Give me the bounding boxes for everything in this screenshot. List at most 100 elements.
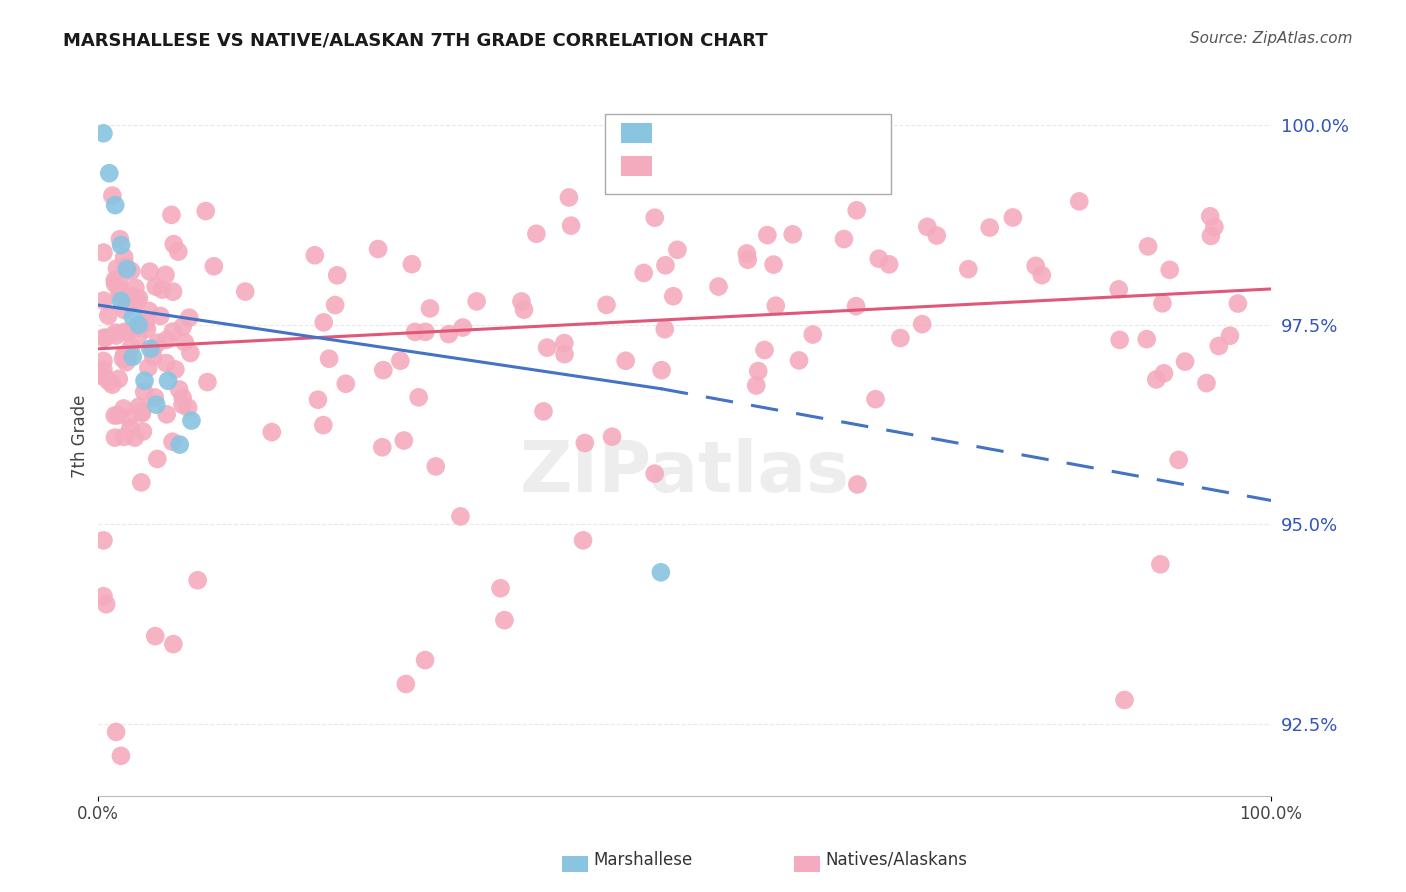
Point [173,335,195,350]
Point [108,372,131,386]
Point [574,436,596,450]
Point [138,360,160,375]
Point [395,677,418,691]
Point [1199,229,1222,244]
Point [260,425,283,439]
Point [401,257,423,271]
Point [98,166,121,180]
Point [93,369,115,384]
Point [600,430,623,444]
Point [373,363,395,377]
Point [233,285,256,299]
Point [172,391,194,405]
Point [145,279,167,293]
Point [756,228,779,243]
Point [307,392,329,407]
Point [105,725,128,739]
Point [762,258,785,272]
Point [97,309,120,323]
Point [115,262,138,277]
Point [136,322,159,336]
Point [114,303,136,318]
Point [93,245,115,260]
Point [1226,296,1249,310]
Point [747,364,769,378]
Point [142,341,165,355]
Point [335,376,357,391]
Point [654,258,676,272]
Point [93,293,115,308]
Point [911,317,934,331]
Point [139,342,162,356]
Point [117,325,139,339]
Point [128,320,150,334]
Point [877,257,900,271]
Point [1174,354,1197,368]
Point [179,310,201,325]
Point [172,398,194,412]
Point [451,320,474,334]
Point [702,174,724,188]
Point [146,452,169,467]
Point [413,653,436,667]
Point [134,384,156,399]
Point [510,294,533,309]
Point [104,326,127,340]
Point [129,475,152,490]
Point [122,289,145,303]
Point [392,434,415,448]
Point [1204,219,1226,234]
Point [96,597,118,611]
Point [614,353,637,368]
Point [489,581,512,595]
Point [326,268,349,283]
Point [404,325,426,339]
Point [889,331,911,345]
Point [114,350,136,364]
Point [146,335,169,350]
Point [167,244,190,259]
Text: 16: 16 [825,132,848,150]
Point [104,198,127,212]
Point [169,437,191,451]
Point [107,408,129,422]
Point [93,126,115,140]
Point [202,259,225,273]
Point [104,409,127,423]
Point [134,374,156,388]
Point [323,298,346,312]
Text: N =: N = [783,132,814,150]
Point [112,347,135,361]
Point [560,219,582,233]
Point [138,304,160,318]
Point [110,748,132,763]
Point [162,285,184,299]
Point [846,477,869,491]
Text: 199: 199 [825,165,860,183]
Point [128,400,150,414]
Point [371,440,394,454]
Point [172,319,194,334]
Point [553,336,575,351]
Point [633,266,655,280]
Point [112,401,135,416]
Point [145,398,167,412]
Point [1025,259,1047,273]
Point [112,325,135,339]
Point [128,318,150,332]
Point [139,265,162,279]
Point [917,219,939,234]
Point [1031,268,1053,282]
Point [108,232,131,246]
Point [1001,211,1024,225]
Point [93,589,115,603]
Point [1114,693,1136,707]
Point [1167,453,1189,467]
Point [1199,209,1222,223]
Point [513,302,536,317]
Point [304,248,326,262]
Text: Source: ZipAtlas.com: Source: ZipAtlas.com [1189,31,1353,46]
Point [419,301,441,316]
Point [128,291,150,305]
Point [1108,333,1130,347]
